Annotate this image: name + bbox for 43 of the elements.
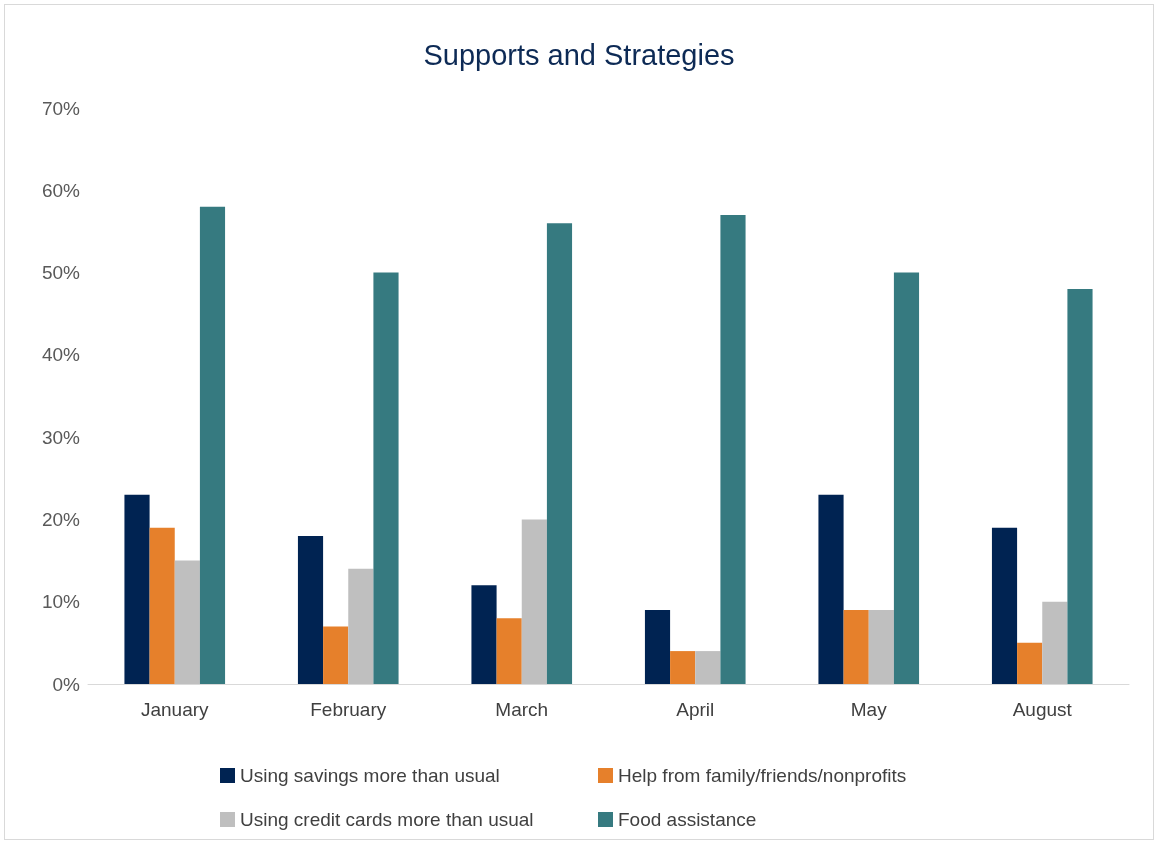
legend-label: Using credit cards more than usual: [240, 809, 534, 830]
y-tick-label: 50%: [41, 262, 81, 284]
bar: [546, 223, 573, 684]
bar: [471, 585, 497, 684]
bar: [695, 651, 721, 684]
bar: [174, 560, 200, 684]
x-tick-label: January: [140, 699, 210, 720]
bar: [818, 494, 844, 684]
bar: [991, 527, 1018, 684]
y-tick-label: 40%: [41, 344, 81, 366]
chart-title: Supports and Strategies: [423, 38, 735, 71]
bar: [720, 214, 746, 684]
legend-label: Help from family/friends/nonprofits: [618, 765, 907, 786]
bar: [868, 609, 894, 684]
bar: [149, 527, 175, 684]
x-tick-label: August: [1012, 699, 1073, 720]
x-tick-label: April: [676, 699, 715, 720]
bar: [644, 609, 671, 684]
bar: [1017, 642, 1043, 684]
bar: [670, 651, 696, 684]
bar: [199, 206, 226, 684]
bar: [1042, 601, 1068, 684]
bar: [1067, 289, 1093, 684]
y-tick-label: 0%: [52, 673, 81, 695]
legend-label: Food assistance: [618, 809, 757, 830]
bar: [323, 626, 349, 684]
y-tick-label: 30%: [41, 426, 81, 448]
y-tick-label: 10%: [41, 591, 81, 613]
y-tick-label: 20%: [41, 508, 81, 530]
bar: [496, 618, 522, 684]
bar: [348, 568, 374, 684]
y-tick-label: 60%: [41, 179, 81, 201]
bar: [373, 272, 399, 684]
legend-label: Using savings more than usual: [240, 765, 500, 786]
bar: [297, 535, 324, 684]
bar: [124, 494, 150, 684]
x-tick-label: March: [495, 699, 549, 720]
x-tick-label: May: [850, 699, 888, 720]
bar: [521, 519, 547, 684]
bar: [843, 609, 869, 684]
x-tick-label: February: [310, 699, 387, 720]
y-tick-label: 70%: [41, 97, 81, 119]
bar: [893, 272, 920, 684]
